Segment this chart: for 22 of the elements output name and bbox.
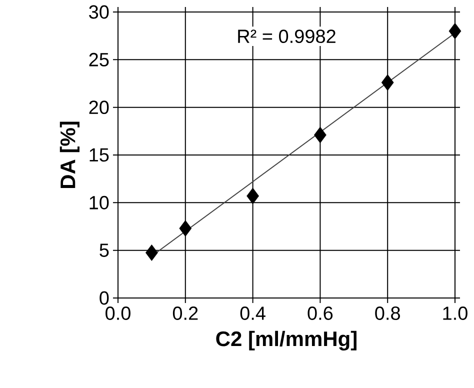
x-tick-label: 0.8 [375, 306, 400, 320]
point [179, 220, 192, 237]
y-tick-label: 25 [89, 52, 109, 66]
x-tick-label: 0.4 [240, 306, 266, 320]
x-tick-label: 0.6 [308, 306, 333, 320]
point [146, 244, 158, 261]
y-tick-label: 0 [100, 291, 109, 305]
x-tick-label: 0.0 [106, 306, 130, 320]
x-tick-label: 1.0 [443, 306, 468, 320]
x-axis-title: C2 [ml/mmHg] [216, 330, 356, 351]
y-tick-label: 20 [89, 100, 109, 114]
x-tick-label: 0.2 [172, 306, 198, 320]
y-axis-title: DA [%] [60, 122, 80, 188]
annotation: R² = 0.9982 [238, 30, 336, 44]
y-tick-label: 15 [90, 148, 109, 162]
y-tick-label: 30 [89, 5, 109, 19]
y-tick-label: 10 [90, 196, 109, 210]
point [381, 74, 394, 91]
point [246, 188, 259, 204]
point [314, 126, 326, 144]
point [448, 22, 462, 40]
y-tick-label: 5 [100, 244, 109, 257]
